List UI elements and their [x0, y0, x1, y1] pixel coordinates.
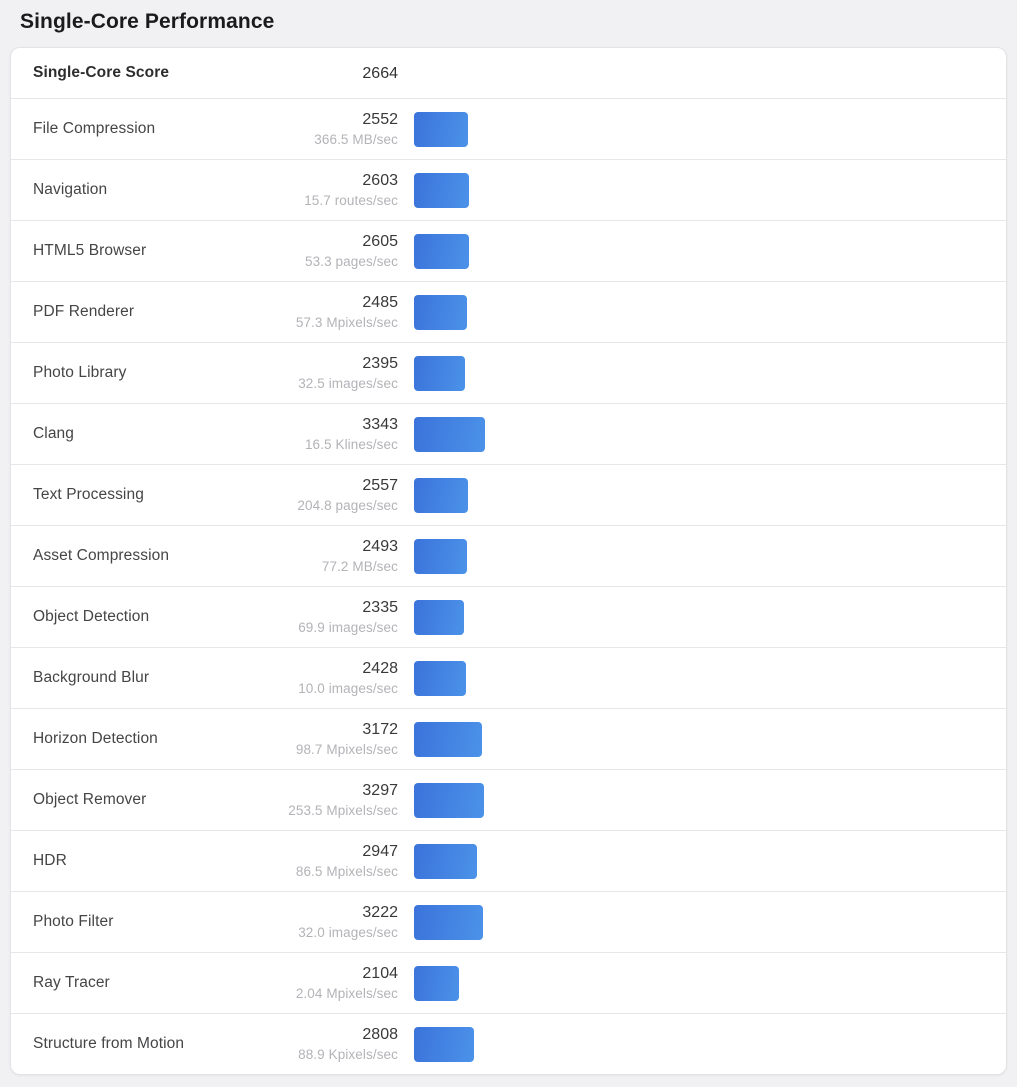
- benchmark-rate: 57.3 Mpixels/sec: [295, 315, 398, 330]
- score-bar: [414, 721, 482, 757]
- score-bar: [414, 477, 468, 513]
- benchmark-score: 2104: [362, 965, 398, 982]
- score-bar: [414, 660, 466, 696]
- benchmark-rate: 10.0 images/sec: [298, 681, 398, 696]
- benchmark-name: HDR: [33, 852, 67, 869]
- benchmark-name: Clang: [33, 425, 74, 442]
- score-bar: [414, 294, 467, 330]
- benchmark-rate: 253.5 Mpixels/sec: [288, 803, 398, 818]
- benchmark-row: Object Remover 3297 253.5 Mpixels/sec: [11, 769, 1006, 830]
- benchmark-score: 2808: [362, 1026, 398, 1043]
- benchmark-score: 2493: [362, 538, 398, 555]
- benchmark-score: 2947: [362, 843, 398, 860]
- benchmark-row: Horizon Detection 3172 98.7 Mpixels/sec: [11, 708, 1006, 769]
- benchmark-score: 2485: [362, 294, 398, 311]
- benchmark-score: 3222: [362, 904, 398, 921]
- score-bar: [414, 172, 469, 208]
- benchmark-row: File Compression 2552 366.5 MB/sec: [11, 98, 1006, 159]
- benchmark-row: Background Blur 2428 10.0 images/sec: [11, 647, 1006, 708]
- score-bar: [414, 843, 477, 879]
- benchmark-name: Asset Compression: [33, 547, 170, 564]
- score-bar: [414, 904, 483, 940]
- benchmark-rate: 32.5 images/sec: [298, 376, 398, 391]
- benchmark-row: Asset Compression 2493 77.2 MB/sec: [11, 525, 1006, 586]
- benchmark-score: 2552: [362, 111, 398, 128]
- benchmark-name: Text Processing: [33, 486, 144, 503]
- benchmark-row: HTML5 Browser 2605 53.3 pages/sec: [11, 220, 1006, 281]
- benchmark-row: Photo Filter 3222 32.0 images/sec: [11, 891, 1006, 952]
- benchmark-score: 3343: [362, 416, 398, 433]
- benchmark-score: 3297: [362, 782, 398, 799]
- benchmark-name: Structure from Motion: [33, 1035, 185, 1052]
- benchmark-rate: 53.3 pages/sec: [305, 254, 398, 269]
- benchmark-rate: 98.7 Mpixels/sec: [295, 742, 398, 757]
- score-bar: [414, 599, 464, 635]
- benchmark-rate: 86.5 Mpixels/sec: [295, 864, 398, 879]
- benchmark-name: Photo Library: [33, 364, 127, 381]
- benchmark-rate: 366.5 MB/sec: [314, 132, 398, 147]
- benchmark-name: Object Remover: [33, 791, 147, 808]
- benchmark-rate: 15.7 routes/sec: [304, 193, 398, 208]
- benchmark-name: Navigation: [33, 181, 108, 198]
- benchmark-score: 2605: [362, 233, 398, 250]
- score-bar: [414, 355, 465, 391]
- benchmark-rate: 69.9 images/sec: [298, 620, 398, 635]
- benchmark-rate: 2.04 Mpixels/sec: [295, 986, 398, 1001]
- benchmark-name: Background Blur: [33, 669, 150, 686]
- score-bar: [414, 1026, 474, 1062]
- benchmark-row: HDR 2947 86.5 Mpixels/sec: [11, 830, 1006, 891]
- benchmark-name: File Compression: [33, 120, 156, 137]
- benchmark-score: 2557: [362, 477, 398, 494]
- benchmark-row: Text Processing 2557 204.8 pages/sec: [11, 464, 1006, 525]
- benchmark-score: 2395: [362, 355, 398, 372]
- benchmark-rate: 204.8 pages/sec: [297, 498, 398, 513]
- score-bar: [414, 416, 485, 452]
- benchmark-row: Ray Tracer 2104 2.04 Mpixels/sec: [11, 952, 1006, 1013]
- score-bar: [414, 965, 459, 1001]
- benchmark-results-card: Single-Core Score 2664 File Compression …: [10, 47, 1007, 1075]
- score-bar: [414, 233, 469, 269]
- summary-label: Single-Core Score: [33, 64, 170, 81]
- benchmark-score: 2335: [362, 599, 398, 616]
- benchmark-name: Ray Tracer: [33, 974, 110, 991]
- summary-score: 2664: [362, 64, 398, 82]
- benchmark-score: 2428: [362, 660, 398, 677]
- benchmark-name: Photo Filter: [33, 913, 114, 930]
- benchmark-name: HTML5 Browser: [33, 242, 147, 259]
- benchmark-row: Structure from Motion 2808 88.9 Kpixels/…: [11, 1013, 1006, 1074]
- benchmark-row: Object Detection 2335 69.9 images/sec: [11, 586, 1006, 647]
- benchmark-rate: 32.0 images/sec: [298, 925, 398, 940]
- benchmark-score: 3172: [362, 721, 398, 738]
- benchmark-rate: 88.9 Kpixels/sec: [298, 1047, 398, 1062]
- benchmark-name: Horizon Detection: [33, 730, 158, 747]
- benchmark-rate: 77.2 MB/sec: [321, 559, 398, 574]
- summary-row: Single-Core Score 2664: [11, 48, 1006, 98]
- score-bar: [414, 111, 468, 147]
- benchmark-row: Navigation 2603 15.7 routes/sec: [11, 159, 1006, 220]
- benchmark-list: File Compression 2552 366.5 MB/sec Navig…: [11, 98, 1006, 1074]
- benchmark-row: PDF Renderer 2485 57.3 Mpixels/sec: [11, 281, 1006, 342]
- benchmark-score: 2603: [362, 172, 398, 189]
- score-bar: [414, 538, 467, 574]
- benchmark-rate: 16.5 Klines/sec: [304, 437, 398, 452]
- score-bar: [414, 782, 484, 818]
- benchmark-name: PDF Renderer: [33, 303, 135, 320]
- benchmark-name: Object Detection: [33, 608, 150, 625]
- benchmark-row: Clang 3343 16.5 Klines/sec: [11, 403, 1006, 464]
- benchmark-row: Photo Library 2395 32.5 images/sec: [11, 342, 1006, 403]
- page-title: Single-Core Performance: [20, 10, 275, 33]
